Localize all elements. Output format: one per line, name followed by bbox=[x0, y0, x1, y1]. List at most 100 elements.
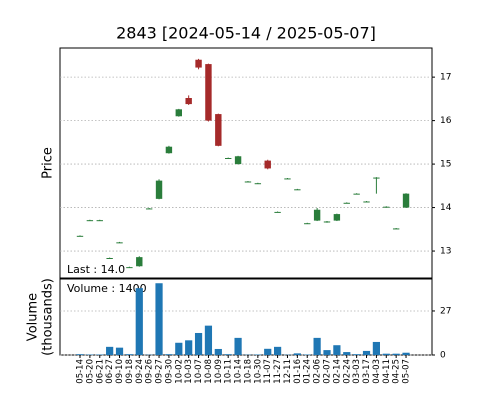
price-frame bbox=[59, 47, 433, 279]
volume-bar bbox=[115, 347, 124, 355]
volume-bar bbox=[106, 346, 114, 355]
y-tick-label: 17 bbox=[440, 73, 451, 83]
candle-body bbox=[225, 158, 232, 159]
volume-bar bbox=[362, 350, 371, 355]
candle-body bbox=[126, 267, 133, 269]
x-tick-label: 09-24 bbox=[135, 359, 145, 384]
x-tick-label: 09-26 bbox=[145, 359, 155, 384]
y-tick-label: 13 bbox=[440, 247, 451, 257]
x-tick-label: 10-03 bbox=[184, 359, 194, 384]
y-tick-label: 27 bbox=[440, 306, 451, 316]
volume-bar bbox=[214, 348, 222, 355]
x-tick-label: 09-27 bbox=[155, 359, 165, 384]
candle-body bbox=[363, 201, 370, 203]
volume-bar bbox=[392, 353, 400, 355]
volume-bar bbox=[382, 353, 390, 355]
x-tick-label: 04-03 bbox=[372, 359, 382, 384]
volume-bar bbox=[264, 348, 272, 355]
volume-bar bbox=[204, 325, 213, 355]
candle-body bbox=[392, 228, 400, 230]
x-tick-label: 09-10 bbox=[115, 359, 125, 384]
annotation: Volume : 1400 bbox=[67, 282, 147, 295]
volume-bar bbox=[76, 354, 84, 355]
volume-bar bbox=[343, 352, 351, 355]
volume-bar bbox=[333, 345, 341, 355]
volume-bar bbox=[125, 354, 133, 355]
candle-body bbox=[96, 220, 103, 222]
x-tick-label: 10-08 bbox=[204, 359, 214, 384]
x-tick-label: 02-14 bbox=[332, 359, 342, 384]
candle-body bbox=[185, 98, 192, 105]
x-tick-label: 10-30 bbox=[253, 359, 263, 384]
candle-body bbox=[175, 109, 182, 117]
volume-bar bbox=[185, 340, 193, 355]
candle-body bbox=[284, 178, 291, 180]
volume-bar bbox=[402, 352, 410, 355]
candle-body bbox=[343, 202, 350, 204]
candle-body bbox=[323, 221, 331, 223]
chart-title: 2843 [2024-05-14 / 2025-05-07] bbox=[116, 24, 376, 43]
candle-body bbox=[195, 59, 202, 68]
annotation: Last : 14.0 bbox=[67, 263, 125, 276]
y-axis-label: (thousands) bbox=[41, 278, 56, 356]
candle-body bbox=[86, 220, 94, 222]
volume-bar bbox=[135, 288, 143, 355]
x-tick-label: 04-25 bbox=[392, 359, 402, 384]
candle-body bbox=[215, 114, 222, 146]
volume-bar bbox=[313, 337, 321, 355]
y-tick-label: 15 bbox=[440, 160, 451, 170]
candle-body bbox=[106, 258, 113, 259]
candle-body bbox=[274, 211, 281, 213]
y-axis-label: Volume bbox=[26, 293, 41, 341]
volume-bar bbox=[155, 283, 163, 355]
x-tick-label: 05-20 bbox=[85, 359, 95, 384]
candle-body bbox=[145, 208, 153, 210]
candle-body bbox=[333, 214, 341, 221]
candle-body bbox=[155, 180, 163, 199]
x-tick-label: 06-21 bbox=[95, 359, 105, 384]
volume-bar bbox=[165, 354, 173, 355]
candle-body bbox=[353, 193, 360, 195]
volume-bar bbox=[175, 342, 183, 355]
x-tick-label: 02-06 bbox=[313, 359, 323, 384]
candle-body bbox=[373, 177, 380, 179]
x-tick-label: 12-11 bbox=[283, 359, 293, 384]
x-tick-label: 06-27 bbox=[105, 359, 115, 384]
x-tick-label: 10-07 bbox=[194, 359, 204, 384]
x-tick-label: 05-14 bbox=[76, 359, 86, 384]
candle-body bbox=[76, 235, 84, 237]
x-tick-label: 09-30 bbox=[164, 359, 174, 384]
x-tick-label: 11-07 bbox=[263, 359, 273, 384]
volume-bar bbox=[274, 346, 282, 355]
volume-bar bbox=[353, 354, 361, 355]
candle-body bbox=[165, 146, 173, 154]
x-tick-label: 09-18 bbox=[125, 359, 135, 384]
candle-body bbox=[116, 242, 123, 244]
candle-body bbox=[383, 206, 390, 208]
candle-body bbox=[205, 64, 212, 121]
volume-bar bbox=[234, 337, 242, 355]
volume-bar bbox=[224, 354, 232, 355]
x-tick-label: 01-16 bbox=[293, 359, 303, 384]
candle-body bbox=[264, 160, 271, 169]
x-tick-label: 10-09 bbox=[214, 359, 224, 384]
candle-body bbox=[304, 223, 311, 225]
x-tick-label: 10-18 bbox=[243, 359, 253, 384]
x-tick-label: 01-24 bbox=[303, 359, 313, 384]
candle-body bbox=[294, 189, 301, 191]
candle-body bbox=[402, 193, 410, 208]
volume-bar bbox=[194, 332, 203, 355]
y-tick-label: 14 bbox=[440, 203, 452, 213]
candle-body bbox=[136, 257, 143, 267]
candle-body bbox=[234, 156, 242, 165]
volume-bar bbox=[323, 350, 331, 355]
x-tick-label: 02-07 bbox=[323, 359, 333, 384]
candle-body bbox=[244, 181, 252, 183]
x-tick-label: 03-17 bbox=[362, 359, 372, 384]
x-tick-label: 11-27 bbox=[273, 359, 283, 384]
x-tick-label: 04-11 bbox=[382, 359, 392, 384]
x-tick-label: 03-03 bbox=[352, 359, 362, 384]
y-axis-label: Price bbox=[41, 147, 56, 179]
volume-bar bbox=[293, 353, 301, 355]
x-tick-label: 10-14 bbox=[234, 359, 244, 384]
